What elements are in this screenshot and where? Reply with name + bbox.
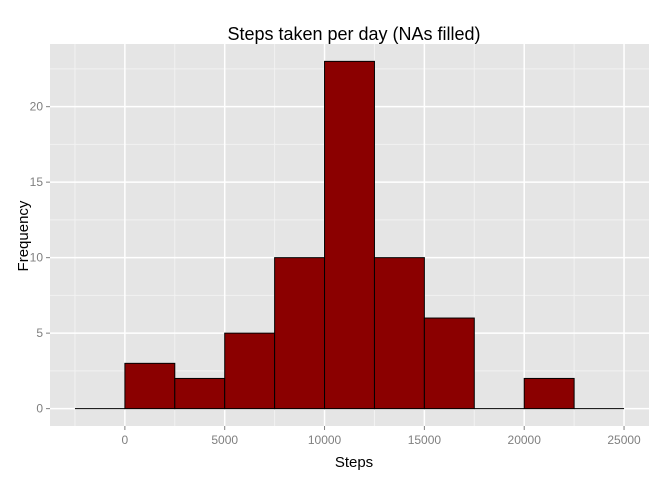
chart-title: Steps taken per day (NAs filled): [227, 24, 480, 44]
histogram-bar: [324, 60, 375, 410]
histogram-bar: [373, 257, 425, 410]
x-tick-label: 10000: [308, 433, 342, 447]
y-axis-title: Frequency: [15, 200, 32, 271]
y-tick-label: 15: [30, 175, 44, 189]
histogram-bar: [423, 317, 475, 410]
histogram-bar: [174, 377, 226, 410]
y-tick-label: 10: [30, 251, 44, 265]
x-axis-title: Steps: [335, 454, 373, 471]
histogram-bars: [74, 60, 625, 410]
histogram-bar: [274, 257, 326, 410]
y-tick-label: 0: [36, 402, 43, 416]
y-tick-label: 20: [30, 100, 44, 114]
y-tick-label: 5: [36, 326, 43, 340]
x-tick-label: 0: [122, 433, 129, 447]
y-axis-ticks: 0 5 10 15 20: [30, 100, 50, 416]
histogram-bar: [124, 362, 176, 410]
x-axis-ticks: 0 5000 10000 15000 20000 25000: [122, 426, 641, 447]
x-tick-label: 20000: [508, 433, 542, 447]
x-tick-label: 25000: [607, 433, 641, 447]
histogram-bar: [224, 332, 276, 410]
x-tick-label: 15000: [408, 433, 442, 447]
histogram-bar: [523, 377, 575, 410]
x-tick-label: 5000: [211, 433, 238, 447]
